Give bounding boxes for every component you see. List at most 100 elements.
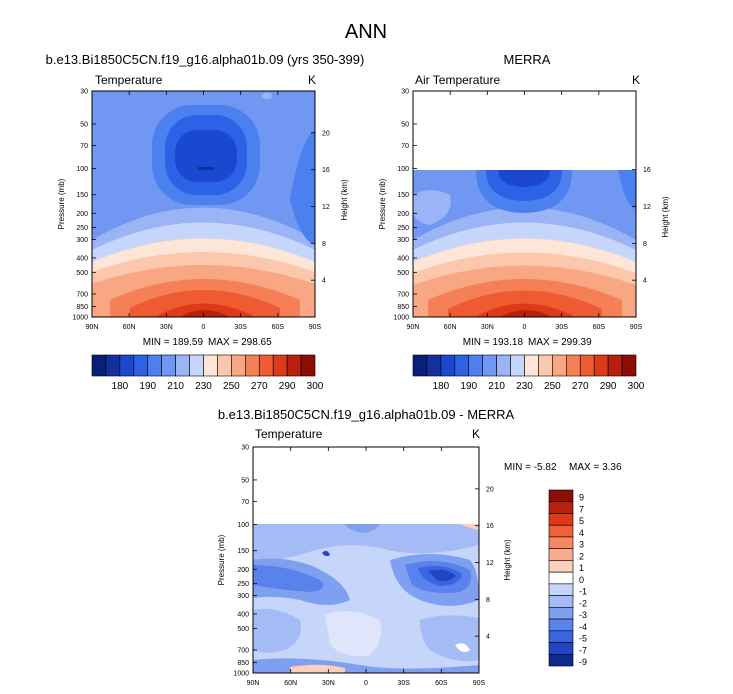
diff-colorbar-swatch	[548, 501, 574, 514]
panel-merra-var-label: Air Temperature	[415, 73, 500, 87]
model-xtick-label: 60N	[123, 324, 136, 331]
merra-colorbar-label: 300	[628, 381, 645, 392]
merra-ytick-label: 850	[397, 304, 409, 311]
model-htick-label: 8	[322, 241, 326, 248]
model-htick-label: 12	[322, 204, 330, 211]
merra-colorbar-swatch	[426, 354, 442, 377]
plot-diff: Temperature K Pressure (mb) Height (km) …	[217, 427, 622, 687]
diff-colorbar-swatch	[548, 524, 574, 538]
panel-merra-units: K	[632, 73, 640, 87]
merra-colorbar-swatch	[621, 354, 637, 377]
merra-colorbar-swatch	[496, 354, 511, 377]
model-xtick-label: 0	[202, 324, 206, 331]
model-ytick-label: 150	[76, 192, 88, 199]
merra-colorbar-swatch	[538, 354, 553, 377]
diff-colorbar-label: -3	[579, 610, 587, 620]
diff-colorbar-label: -7	[579, 645, 587, 655]
panel-merra-ylabel: Pressure (mb)	[378, 178, 387, 229]
model-htick-label: 16	[322, 167, 330, 174]
diff-colorbar-swatch	[548, 630, 574, 643]
merra-colorbar-swatch	[607, 354, 623, 377]
diff-colorbar-swatch	[548, 642, 574, 655]
panel-diff-ticks: 90N 60N 30N 0 30S 60S 90S 30 50 70 100 150 200 250 300…	[233, 445, 493, 688]
merra-colorbar-swatch	[440, 354, 456, 377]
merra-colorbar-swatch	[593, 354, 609, 377]
merra-ytick-label: 70	[401, 143, 409, 150]
diff-htick-label: 20	[486, 486, 494, 493]
model-colorbar-swatch	[133, 354, 149, 377]
merra-xtick-label: 30S	[555, 324, 568, 331]
model-colorbar-swatch	[189, 354, 204, 377]
model-colorbar-label: 290	[279, 381, 296, 392]
merra-colorbar-label: 190	[460, 381, 477, 392]
plot-merra: Air Temperature K Pressure (mb) Height (…	[378, 73, 670, 392]
panel-model-units: K	[308, 73, 316, 87]
diff-xtick-label: 30S	[397, 680, 410, 687]
merra-colorbar-swatch	[468, 354, 483, 377]
merra-colorbar-swatch	[412, 354, 428, 377]
merra-xtick-label: 90S	[630, 324, 643, 331]
panel-merra-max: MAX = 299.39	[528, 337, 592, 348]
merra-colorbar-swatch	[510, 354, 525, 377]
model-ytick-label: 100	[76, 166, 88, 173]
merra-ytick-label: 1000	[393, 315, 409, 322]
diff-ytick-label: 50	[241, 477, 249, 484]
merra-xtick-label: 30N	[481, 324, 494, 331]
merra-colorbar-label: 230	[516, 381, 533, 392]
diff-colorbar-swatch	[548, 583, 574, 596]
figure-title: ANN	[345, 21, 387, 43]
model-colorbar-label: 300	[307, 381, 324, 392]
merra-ytick-label: 50	[401, 121, 409, 128]
panel-model-var-label: Temperature	[95, 73, 163, 87]
diff-ytick-label: 1000	[233, 671, 249, 678]
panel-diff-var-label: Temperature	[255, 427, 323, 441]
merra-htick-label: 8	[643, 241, 647, 248]
model-htick-label: 4	[322, 278, 326, 285]
model-colorbar-swatch	[272, 354, 288, 377]
diff-ytick-label: 300	[237, 593, 249, 600]
model-colorbar-label: 230	[195, 381, 212, 392]
panel-diff-min: MIN = -5.82	[504, 462, 557, 473]
merra-htick-label: 16	[643, 167, 651, 174]
model-colorbar-swatch	[217, 354, 232, 377]
model-ytick-label: 30	[80, 89, 88, 96]
model-colorbar-swatch	[300, 354, 316, 377]
model-ytick-label: 400	[76, 255, 88, 262]
model-ytick-label: 50	[80, 121, 88, 128]
diff-colorbar-swatch	[548, 536, 574, 549]
panel-diff-units: K	[472, 427, 480, 441]
merra-colorbar-label: 270	[572, 381, 589, 392]
diff-colorbar-label: -5	[579, 634, 587, 644]
panel-diff-y2label: Height (km)	[503, 539, 512, 581]
diff-htick-label: 12	[486, 560, 494, 567]
merra-xtick-label: 90N	[407, 324, 420, 331]
diff-colorbar-swatch	[548, 548, 574, 561]
panel-merra-colorbar: 180 190 210 230 250 270 290 300	[412, 354, 645, 392]
model-colorbar-label: 210	[167, 381, 184, 392]
diff-colorbar-label: 9	[579, 493, 584, 503]
diff-colorbar-swatch	[548, 571, 574, 585]
diff-xtick-label: 90S	[473, 680, 486, 687]
plot-model: Temperature K Pressure (mb) Height (km) …	[57, 73, 349, 392]
diff-ytick-label: 250	[237, 581, 249, 588]
panel-model-ticks: 90N 60N 30N 0 30S 60S 90S 30 50 70 100 150 200 250 300…	[72, 89, 329, 332]
model-colorbar-label: 180	[112, 381, 129, 392]
model-ytick-label: 700	[76, 292, 88, 299]
panel-model-max: MAX = 298.65	[208, 337, 272, 348]
diff-ytick-label: 400	[237, 611, 249, 618]
merra-ytick-label: 30	[401, 89, 409, 96]
diff-ytick-label: 200	[237, 567, 249, 574]
model-colorbar-swatch	[258, 354, 274, 377]
diff-htick-label: 8	[486, 597, 490, 604]
contour-fill-merra	[413, 170, 636, 317]
merra-ytick-label: 400	[397, 255, 409, 262]
diff-colorbar-swatch	[548, 618, 574, 632]
merra-ytick-label: 100	[397, 166, 409, 173]
panel-diff-colorbar: 97 5 4 32 1 0 -1-2 -3 -4 -5-7 -9	[548, 489, 587, 667]
model-ytick-label: 200	[76, 211, 88, 218]
merra-colorbar-label: 210	[488, 381, 505, 392]
model-colorbar-swatch	[286, 354, 302, 377]
diff-xtick-label: 0	[364, 680, 368, 687]
diff-xtick-label: 60S	[435, 680, 448, 687]
